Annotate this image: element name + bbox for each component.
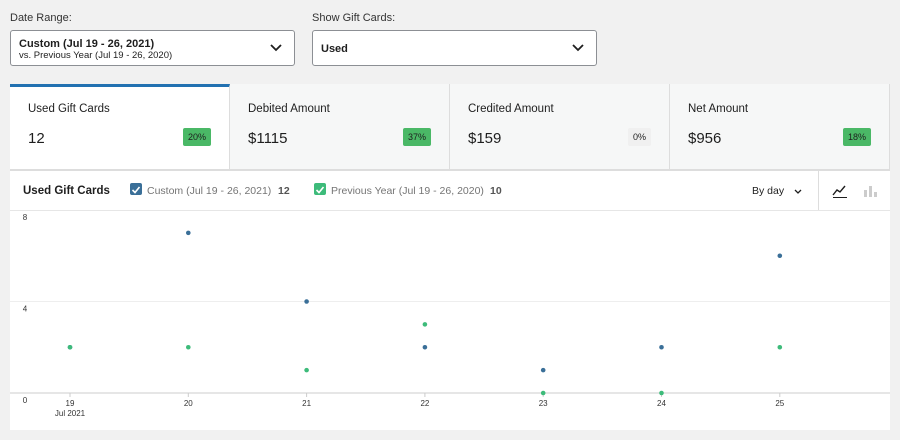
plot [67,230,783,396]
data-point [422,344,428,350]
legend-label: Custom (Jul 19 - 26, 2021) [147,185,272,197]
filter-label: Date Range: [10,12,72,24]
x-tick-label: 21 [302,399,311,408]
y-tick-label: 4 [23,305,28,314]
card-delta: 20% [182,128,211,146]
data-point [540,367,546,373]
date-range-select[interactable]: Custom (Jul 19 - 26, 2021) vs. Previous … [10,30,295,66]
x-tick-label: 23 [539,399,548,408]
legend-checkbox[interactable] [130,183,142,195]
chevron [794,189,802,194]
card-value: $159 [468,130,502,147]
data-point [422,322,428,327]
data-point [304,299,309,304]
card-value: $1115 [248,130,288,147]
legend-checkbox[interactable] [314,183,326,195]
chevron [572,44,584,52]
card-label: Debited Amount [248,103,330,115]
data-point [777,344,783,350]
bar-chart-icon[interactable] [862,183,878,199]
legend-total: 12 [278,185,290,197]
data-point [777,253,783,259]
legend-total: 10 [490,185,502,197]
chart-panel: Used Gift Cards Custom (Jul 19 - 26, 202… [10,170,890,430]
summary-card[interactable]: Used Gift Cards 12 20% [10,84,230,170]
filter-label: Show Gift Cards: [312,12,396,24]
card-delta: 18% [842,128,871,146]
card-delta: 0% [627,128,651,146]
card-label: Net Amount [688,103,749,115]
chart-title: Used Gift Cards [23,185,110,197]
line-chart-icon[interactable] [832,183,848,199]
summary-card[interactable]: Credited Amount $159 0% [450,84,670,170]
y-tick-label: 0 [23,396,28,405]
x-tick-label: 20 [184,399,193,408]
interval-select[interactable]: By day [752,185,785,197]
x-tick-label: 19 [66,399,75,408]
data-point [659,344,664,350]
summary-card[interactable]: Net Amount $956 18% [670,84,890,170]
y-tick-label: 8 [23,213,28,222]
x-tick-label: 25 [775,399,784,408]
data-point [67,344,73,350]
data-point [186,230,191,236]
data-point [540,390,546,396]
data-point [304,367,309,373]
summary-card[interactable]: Debited Amount $1115 37% [230,84,450,170]
line-chart: 0 4 8 19 20 21 22 23 24 25 Jul 2021 [10,210,890,418]
card-delta: 37% [402,128,431,146]
data-point [659,390,664,396]
chevron [270,44,282,52]
x-tick-label: 24 [657,399,666,408]
card-label: Credited Amount [468,103,554,115]
select-value: Used [321,43,348,55]
divider [818,171,819,210]
card-value: $956 [688,130,722,147]
select-subvalue: vs. Previous Year (Jul 19 - 26, 2020) [19,50,173,61]
select-value: Custom (Jul 19 - 26, 2021) [19,38,155,50]
data-point [186,344,191,350]
gift-card-select[interactable]: Used [312,30,597,66]
card-label: Used Gift Cards [28,103,110,115]
card-value: 12 [28,130,45,147]
x-sublabel: Jul 2021 [55,409,86,418]
x-tick-label: 22 [420,399,429,408]
legend-label: Previous Year (Jul 19 - 26, 2020) [331,185,484,197]
